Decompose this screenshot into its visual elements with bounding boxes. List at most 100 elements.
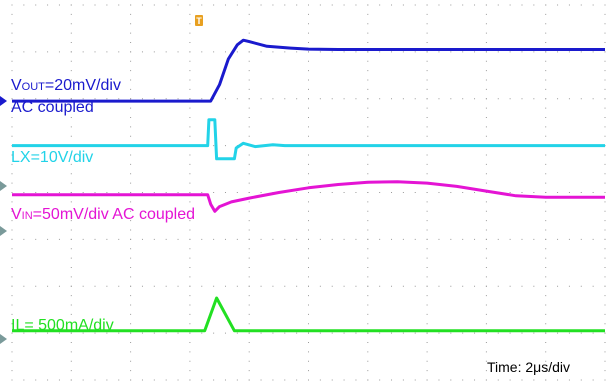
grid-dot <box>189 42 191 43</box>
grid-dot <box>426 42 428 43</box>
grid-dot <box>545 126 547 128</box>
grid-dot <box>11 79 13 81</box>
grid-dot <box>604 332 606 334</box>
grid-dot <box>426 370 428 372</box>
grid-dot <box>308 42 309 43</box>
grid-dot <box>296 51 298 53</box>
grid-dot <box>485 285 487 287</box>
grid-dot <box>521 332 523 334</box>
grid-dot <box>248 88 250 90</box>
grid-dot <box>426 13 428 15</box>
grid-dot <box>248 192 250 193</box>
grid-dot <box>70 210 72 212</box>
grid-dot <box>248 379 250 381</box>
grid-dot <box>485 323 487 325</box>
grid-dot <box>248 135 250 137</box>
grid-dot <box>331 238 333 240</box>
grid-dot <box>485 295 487 297</box>
grid-dot <box>23 379 25 381</box>
grid-dot <box>545 360 547 362</box>
grid-dot <box>450 379 452 381</box>
grid-dot <box>402 98 404 100</box>
lx-channel-marker <box>0 181 7 191</box>
grid-dot <box>462 285 464 287</box>
grid-dot <box>438 332 440 334</box>
grid-dot <box>426 313 428 315</box>
grid-dot <box>604 248 606 250</box>
grid-dot <box>213 145 215 147</box>
grid-dot <box>11 285 13 287</box>
grid-dot <box>426 23 428 25</box>
grid-dot <box>118 192 120 193</box>
grid-dot <box>248 257 250 259</box>
grid-dot <box>604 13 606 15</box>
grid-dot <box>367 267 369 268</box>
grid-dot <box>426 351 428 353</box>
grid-dot <box>189 238 191 240</box>
grid-dot <box>474 379 476 381</box>
grid-dot <box>248 98 250 100</box>
grid-dot <box>177 285 179 287</box>
grid-dot <box>11 379 13 381</box>
grid-dot <box>189 285 191 287</box>
grid-dot <box>248 220 250 222</box>
grid-dot <box>509 379 511 381</box>
grid-dot <box>331 379 333 381</box>
grid-dot <box>248 229 250 231</box>
grid-dot <box>248 323 250 325</box>
grid-dot <box>331 285 333 287</box>
grid-dot <box>248 163 250 165</box>
grid-dot <box>70 154 72 156</box>
grid-dot <box>308 238 309 240</box>
grid-dot <box>485 342 487 343</box>
grid-dot <box>367 238 369 240</box>
grid-dot <box>236 285 238 287</box>
grid-dot <box>568 332 570 334</box>
grid-dot <box>485 51 487 53</box>
grid-dot <box>308 295 309 297</box>
grid-dot <box>308 107 309 109</box>
grid-dot <box>248 360 250 362</box>
grid-dot <box>414 379 416 381</box>
grid-dot <box>47 192 49 193</box>
grid-dot <box>426 360 428 362</box>
grid-dot <box>11 313 13 315</box>
grid-dot <box>509 285 511 287</box>
vout-channel-marker <box>0 96 7 106</box>
grid-dot <box>331 51 333 53</box>
grid-dot <box>533 4 535 6</box>
grid-dot <box>604 342 606 343</box>
grid-dot <box>604 379 606 381</box>
grid-dot <box>545 248 547 250</box>
grid-dot <box>189 182 191 184</box>
grid-dot <box>130 98 132 100</box>
grid-dot <box>189 351 191 353</box>
grid-dot <box>141 51 143 53</box>
grid-dot <box>284 98 286 100</box>
grid-dot <box>379 238 381 240</box>
grid-dot <box>450 4 452 6</box>
grid-dot <box>604 135 606 137</box>
grid-dot <box>355 238 357 240</box>
grid-dot <box>141 98 143 100</box>
grid-dot <box>11 70 13 72</box>
grid-dot <box>308 210 309 212</box>
grid-dot <box>604 276 606 278</box>
grid-dot <box>189 163 191 165</box>
grid-dot <box>414 192 416 193</box>
grid-dot <box>367 248 369 250</box>
grid-dot <box>224 192 226 193</box>
grid-dot <box>308 117 309 118</box>
grid-dot <box>331 332 333 334</box>
grid-dot <box>545 323 547 325</box>
grid-dot <box>485 163 487 165</box>
grid-dot <box>402 332 404 334</box>
grid-dot <box>130 285 132 287</box>
grid-dot <box>189 107 191 109</box>
grid-dot <box>367 135 369 137</box>
grid-dot <box>450 332 452 334</box>
grid-dot <box>485 126 487 128</box>
grid-dot <box>177 51 179 53</box>
grid-dot <box>485 220 487 222</box>
grid-dot <box>272 285 274 287</box>
